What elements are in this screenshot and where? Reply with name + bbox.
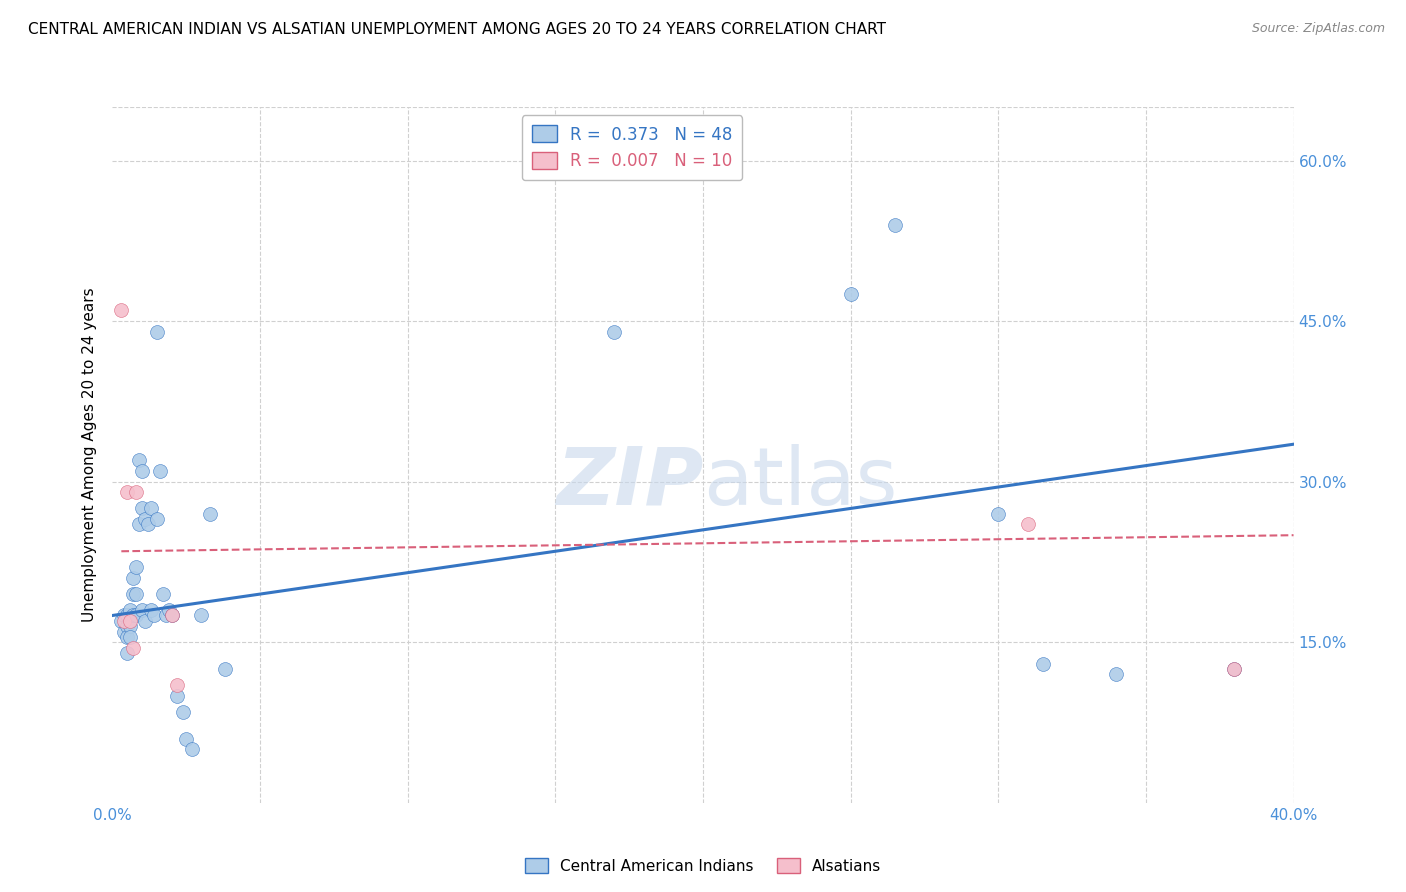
Point — [117, 608, 138, 623]
Point — [1223, 662, 1246, 676]
Point — [117, 619, 138, 633]
Text: ZIP: ZIP — [555, 443, 703, 522]
Point — [1017, 517, 1039, 532]
Point — [198, 507, 221, 521]
Point — [149, 464, 172, 478]
Point — [120, 619, 142, 633]
Point — [131, 464, 153, 478]
Point — [131, 603, 153, 617]
Point — [603, 325, 626, 339]
Text: atlas: atlas — [703, 443, 897, 522]
Point — [139, 501, 162, 516]
Point — [160, 608, 183, 623]
Point — [112, 614, 135, 628]
Point — [128, 453, 150, 467]
Point — [174, 731, 197, 746]
Point — [122, 608, 145, 623]
Point — [134, 614, 156, 628]
Legend: Central American Indians, Alsatians: Central American Indians, Alsatians — [519, 852, 887, 880]
Point — [122, 587, 145, 601]
Point — [120, 614, 142, 628]
Point — [125, 608, 148, 623]
Point — [131, 501, 153, 516]
Point — [117, 485, 138, 500]
Text: Source: ZipAtlas.com: Source: ZipAtlas.com — [1251, 22, 1385, 36]
Point — [152, 587, 174, 601]
Y-axis label: Unemployment Among Ages 20 to 24 years: Unemployment Among Ages 20 to 24 years — [82, 287, 97, 623]
Point — [884, 218, 907, 232]
Point — [214, 662, 236, 676]
Point — [128, 517, 150, 532]
Point — [166, 678, 188, 692]
Point — [112, 608, 135, 623]
Point — [136, 517, 159, 532]
Legend: R =  0.373   N = 48, R =  0.007   N = 10: R = 0.373 N = 48, R = 0.007 N = 10 — [522, 115, 742, 180]
Point — [122, 571, 145, 585]
Point — [172, 705, 194, 719]
Point — [122, 640, 145, 655]
Point — [1223, 662, 1246, 676]
Point — [190, 608, 212, 623]
Point — [120, 630, 142, 644]
Point — [112, 624, 135, 639]
Point — [134, 512, 156, 526]
Point — [142, 608, 165, 623]
Point — [125, 485, 148, 500]
Point — [1105, 667, 1128, 681]
Text: CENTRAL AMERICAN INDIAN VS ALSATIAN UNEMPLOYMENT AMONG AGES 20 TO 24 YEARS CORRE: CENTRAL AMERICAN INDIAN VS ALSATIAN UNEM… — [28, 22, 886, 37]
Point — [110, 303, 132, 318]
Point — [157, 603, 180, 617]
Point — [181, 742, 204, 756]
Point — [146, 325, 169, 339]
Point — [125, 587, 148, 601]
Point — [117, 646, 138, 660]
Point — [117, 630, 138, 644]
Point — [120, 603, 142, 617]
Point — [987, 507, 1010, 521]
Point — [1032, 657, 1054, 671]
Point — [166, 689, 188, 703]
Point — [125, 560, 148, 574]
Point — [839, 287, 862, 301]
Point — [155, 608, 177, 623]
Point — [139, 603, 162, 617]
Point — [110, 614, 132, 628]
Point — [146, 512, 169, 526]
Point — [160, 608, 183, 623]
